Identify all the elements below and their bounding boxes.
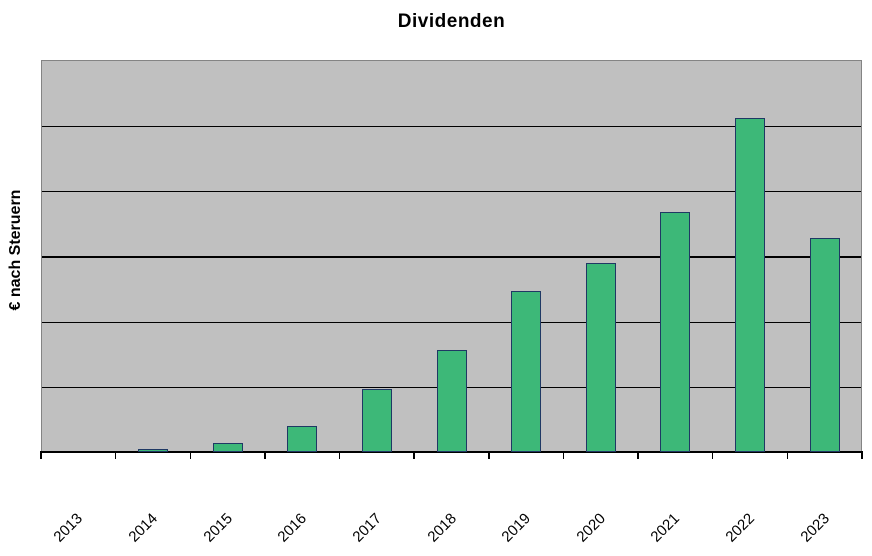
x-axis-tick	[413, 453, 415, 459]
bar-2014	[137, 448, 168, 452]
x-axis-tick	[861, 453, 863, 459]
x-axis-tick	[189, 453, 192, 459]
x-axis-label-2021: 2021	[647, 510, 684, 546]
x-axis-tick	[338, 453, 341, 459]
x-axis-line	[40, 451, 863, 454]
bar-2023	[809, 237, 840, 452]
gridline	[42, 190, 861, 193]
gridline	[42, 125, 861, 128]
bar-2018	[436, 349, 467, 452]
chart-title: Dividenden	[397, 11, 506, 32]
x-axis-tick	[264, 453, 266, 459]
x-axis-tick	[786, 453, 789, 459]
bar-2015	[212, 443, 243, 452]
bar-2021	[660, 212, 691, 452]
bar-2017	[361, 388, 392, 452]
x-axis-label-2017: 2017	[349, 510, 385, 546]
bar-2016	[287, 425, 318, 452]
x-axis-label-2020: 2020	[573, 510, 609, 546]
gridline	[42, 321, 861, 324]
x-axis-tick	[488, 453, 490, 459]
x-axis-tick	[562, 453, 565, 459]
y-axis-label: € nach Steruern	[7, 189, 24, 311]
gridline	[42, 256, 861, 258]
x-axis-label-2013: 2013	[50, 510, 87, 546]
x-axis-label-2015: 2015	[199, 510, 236, 546]
x-axis-label-2022: 2022	[722, 510, 759, 546]
x-axis-tick	[40, 453, 42, 459]
x-axis-label-2016: 2016	[274, 510, 311, 546]
x-axis-tick	[114, 453, 117, 459]
x-axis-tick	[637, 453, 639, 459]
x-axis-label-2023: 2023	[797, 510, 833, 546]
bar-2019	[511, 291, 542, 452]
bar-2020	[585, 263, 616, 452]
x-axis-label-2019: 2019	[498, 510, 535, 546]
x-axis-tick	[711, 453, 714, 459]
x-axis-label-2014: 2014	[125, 510, 161, 546]
x-axis-label-2018: 2018	[423, 510, 460, 546]
bar-2022	[735, 118, 766, 452]
